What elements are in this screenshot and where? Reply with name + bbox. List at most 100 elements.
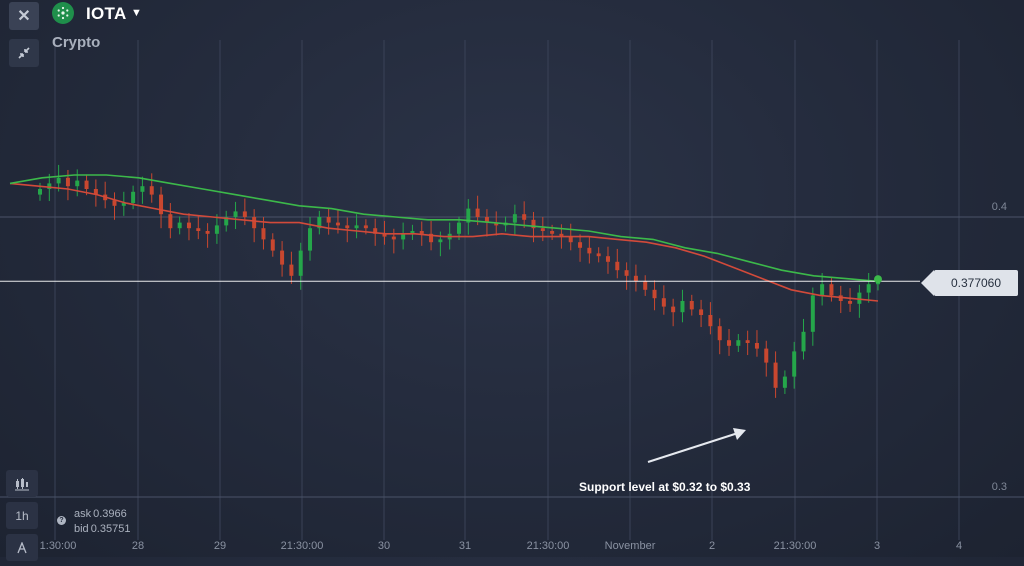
candle-body (643, 281, 648, 290)
candle-body (596, 253, 601, 257)
candle-body (559, 233, 564, 237)
current-price-tag: 0.377060 (921, 270, 1018, 296)
asset-name[interactable]: IOTA (86, 4, 127, 23)
iota-logo-icon[interactable] (52, 2, 74, 24)
candle-body (754, 343, 759, 349)
candle-body (782, 376, 787, 388)
x-tick-label: 21:30:00 (774, 540, 817, 552)
candle-body (382, 233, 387, 237)
candle-body (661, 298, 666, 307)
help-icon[interactable]: ? (57, 516, 66, 525)
candle-body (689, 301, 694, 310)
candle-body (624, 270, 629, 276)
candle-body (866, 284, 871, 293)
candle-body (308, 228, 313, 251)
candle-body (717, 326, 722, 341)
close-button[interactable]: ✕ (9, 2, 39, 30)
candle-body (578, 242, 583, 248)
x-tick-label: 28 (132, 540, 144, 552)
candle-body (820, 284, 825, 296)
y-tick-label: 0.3 (992, 481, 1007, 493)
candle-body (457, 222, 461, 234)
candle-body (522, 214, 527, 220)
chart-type-button[interactable] (6, 470, 38, 497)
support-level-annotation: Support level at $0.32 to $0.33 (579, 480, 751, 494)
annotation-arrow-line (647, 432, 739, 463)
candle-body (764, 348, 769, 363)
candle-body (56, 177, 61, 184)
candle-body (773, 362, 778, 388)
moving-averages-layer (9, 174, 879, 302)
x-tick-label: 31 (459, 540, 471, 552)
caret-down-icon[interactable]: ▼ (131, 7, 142, 19)
drawing-tool-icon (17, 541, 27, 553)
candle-body (373, 228, 378, 234)
candle-body (475, 208, 480, 217)
candle-body (838, 295, 843, 301)
candle-body (345, 225, 350, 229)
candle-body (587, 247, 592, 254)
candle-body (84, 180, 89, 189)
axis-labels-layer: 0.4 0.3 1:30:00 28 29 21:30:00 30 31 21:30:00 Nov… (40, 201, 1007, 552)
x-tick-label: 21:30:00 (527, 540, 570, 552)
candle-body (736, 340, 741, 346)
candle-body (605, 256, 610, 262)
candle-body (224, 217, 229, 226)
x-tick-label: 21:30:00 (281, 540, 324, 552)
candle-body (512, 214, 517, 223)
candle-body (429, 233, 434, 243)
candle-body (196, 228, 201, 231)
candle-body (75, 180, 80, 187)
quote-box: ask 0.3966 bid 0.35751 (56, 506, 132, 536)
candle-body (149, 186, 154, 195)
candle-body (205, 231, 210, 234)
candle-body (335, 222, 340, 226)
candle-body (745, 340, 750, 343)
candle-body (298, 250, 303, 276)
current-price-dot (874, 275, 882, 284)
candle-body (466, 208, 471, 223)
candle-body (140, 186, 145, 192)
candle-body (484, 217, 489, 223)
candle-body (280, 250, 285, 265)
left-toolbar: 1h (6, 470, 40, 566)
candle-body (699, 309, 704, 315)
moving-average-fast-line (9, 182, 879, 302)
bid-value: 0.35751 (90, 522, 131, 535)
candle-body (289, 264, 294, 276)
candle-body (317, 217, 322, 229)
candle-body (177, 222, 182, 229)
candle-body (801, 331, 806, 352)
candle-body (494, 222, 499, 226)
candle-body (93, 189, 98, 195)
bid-label: bid (74, 522, 89, 535)
candle-body (112, 200, 117, 206)
candle-body (401, 233, 406, 240)
timeframe-button[interactable]: 1h (6, 502, 38, 529)
ask-label: ask (74, 507, 92, 520)
candle-body (419, 231, 424, 234)
top-bar: ✕ IOTA ▼ Crypto (0, 0, 1024, 67)
candle-body (652, 289, 657, 299)
candle-body (252, 217, 257, 229)
candle-body (410, 231, 415, 234)
x-tick-label: 30 (378, 540, 390, 552)
close-icon: ✕ (17, 8, 31, 25)
candle-body (633, 275, 638, 282)
candle-body (848, 301, 853, 304)
candle-body (540, 228, 545, 231)
candle-body (354, 225, 359, 229)
candle-body (233, 211, 238, 217)
candle-body (568, 236, 573, 243)
candle-body (214, 225, 219, 234)
y-tick-label: 0.4 (992, 201, 1007, 213)
candle-body (270, 239, 275, 251)
x-tick-label: November (605, 540, 656, 552)
collapse-arrows-icon (18, 47, 30, 59)
candle-body (810, 295, 815, 332)
candles-layer (38, 164, 880, 398)
candle-body (531, 219, 536, 229)
collapse-button[interactable] (9, 39, 39, 67)
x-tick-label: 2 (709, 540, 715, 552)
